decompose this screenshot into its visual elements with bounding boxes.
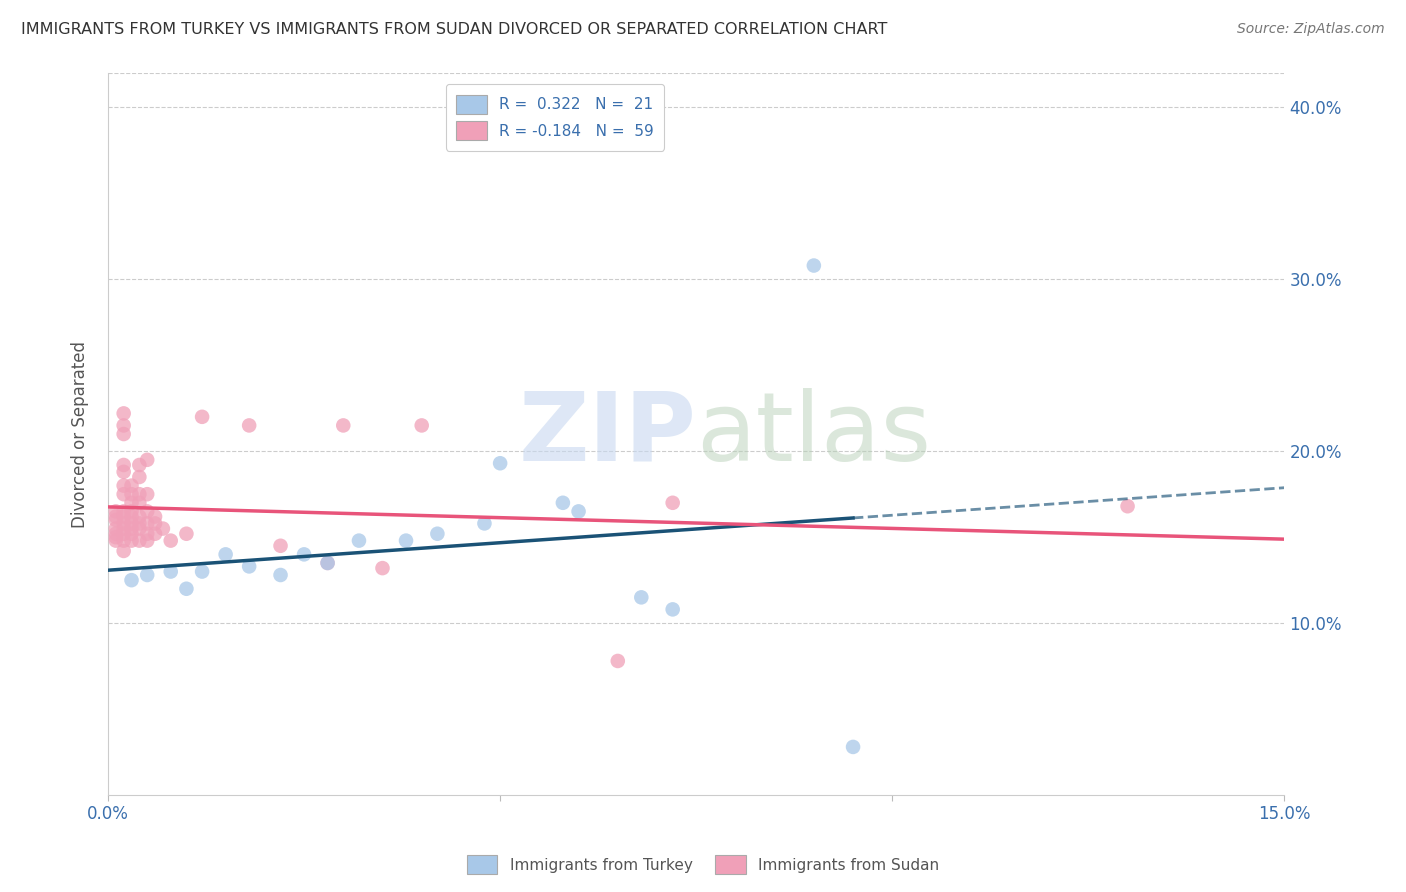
Point bbox=[104, 513, 127, 527]
Point bbox=[489, 456, 512, 470]
Point bbox=[112, 544, 135, 558]
Point bbox=[112, 406, 135, 420]
Point bbox=[121, 533, 143, 548]
Legend: Immigrants from Turkey, Immigrants from Sudan: Immigrants from Turkey, Immigrants from … bbox=[461, 849, 945, 880]
Text: atlas: atlas bbox=[696, 387, 931, 481]
Point bbox=[136, 452, 159, 467]
Point bbox=[238, 418, 260, 433]
Point bbox=[803, 259, 825, 273]
Y-axis label: Divorced or Separated: Divorced or Separated bbox=[72, 341, 89, 527]
Point bbox=[316, 556, 339, 570]
Point bbox=[371, 561, 394, 575]
Text: Source: ZipAtlas.com: Source: ZipAtlas.com bbox=[1237, 22, 1385, 37]
Point bbox=[292, 547, 315, 561]
Point bbox=[316, 556, 339, 570]
Text: IMMIGRANTS FROM TURKEY VS IMMIGRANTS FROM SUDAN DIVORCED OR SEPARATED CORRELATIO: IMMIGRANTS FROM TURKEY VS IMMIGRANTS FRO… bbox=[21, 22, 887, 37]
Point bbox=[104, 522, 127, 536]
Point bbox=[606, 654, 628, 668]
Point bbox=[128, 509, 150, 524]
Point bbox=[112, 465, 135, 479]
Point bbox=[121, 487, 143, 501]
Point bbox=[143, 509, 166, 524]
Point bbox=[411, 418, 433, 433]
Point bbox=[136, 533, 159, 548]
Point bbox=[128, 533, 150, 548]
Point bbox=[661, 602, 683, 616]
Point bbox=[332, 418, 354, 433]
Point bbox=[191, 565, 214, 579]
Point bbox=[112, 427, 135, 442]
Point bbox=[176, 526, 198, 541]
Point bbox=[112, 522, 135, 536]
Point bbox=[426, 526, 449, 541]
Point bbox=[121, 522, 143, 536]
Point bbox=[121, 526, 143, 541]
Point bbox=[143, 516, 166, 531]
Point bbox=[474, 516, 496, 531]
Point bbox=[136, 568, 159, 582]
Point bbox=[112, 418, 135, 433]
Point bbox=[136, 526, 159, 541]
Point bbox=[270, 539, 292, 553]
Point bbox=[112, 509, 135, 524]
Point bbox=[136, 504, 159, 518]
Point bbox=[112, 478, 135, 492]
Point bbox=[567, 504, 589, 518]
Point bbox=[104, 533, 127, 548]
Point bbox=[842, 739, 865, 754]
Point bbox=[214, 547, 236, 561]
Point bbox=[128, 470, 150, 484]
Point bbox=[143, 526, 166, 541]
Point bbox=[191, 409, 214, 424]
Point bbox=[112, 516, 135, 531]
Point bbox=[112, 458, 135, 472]
Point bbox=[121, 496, 143, 510]
Point bbox=[136, 516, 159, 531]
Point bbox=[104, 509, 127, 524]
Point bbox=[121, 516, 143, 531]
Point bbox=[104, 526, 127, 541]
Point bbox=[152, 522, 174, 536]
Point bbox=[104, 504, 127, 518]
Point bbox=[1116, 500, 1139, 514]
Point bbox=[630, 591, 652, 605]
Point bbox=[104, 530, 127, 544]
Point bbox=[661, 496, 683, 510]
Point bbox=[112, 526, 135, 541]
Legend: R =  0.322   N =  21, R = -0.184   N =  59: R = 0.322 N = 21, R = -0.184 N = 59 bbox=[446, 84, 665, 151]
Point bbox=[121, 504, 143, 518]
Point bbox=[159, 533, 181, 548]
Point bbox=[395, 533, 418, 548]
Point bbox=[121, 573, 143, 587]
Point bbox=[128, 522, 150, 536]
Point bbox=[136, 487, 159, 501]
Point bbox=[128, 516, 150, 531]
Point bbox=[128, 458, 150, 472]
Point bbox=[112, 487, 135, 501]
Point bbox=[270, 568, 292, 582]
Text: ZIP: ZIP bbox=[519, 387, 696, 481]
Point bbox=[347, 533, 370, 548]
Point bbox=[121, 478, 143, 492]
Point bbox=[128, 487, 150, 501]
Point bbox=[551, 496, 574, 510]
Point bbox=[176, 582, 198, 596]
Point bbox=[112, 533, 135, 548]
Point bbox=[128, 496, 150, 510]
Point bbox=[121, 509, 143, 524]
Point bbox=[112, 504, 135, 518]
Point bbox=[159, 565, 181, 579]
Point bbox=[238, 559, 260, 574]
